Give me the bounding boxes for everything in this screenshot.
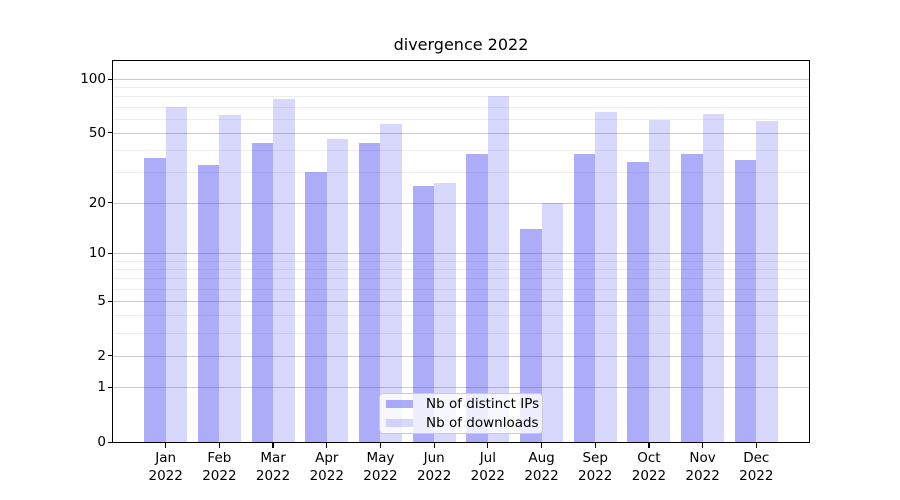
y-major-gridline — [113, 301, 809, 303]
bar-nb-of-distinct-ips-jan — [144, 157, 166, 442]
y-tick — [108, 252, 112, 255]
y-tick — [108, 300, 112, 302]
legend-item-distinct-ips: Nb of distinct IPs — [380, 396, 542, 412]
x-tick-label: Sep 2022 — [578, 450, 613, 484]
bar-nb-of-distinct-ips-oct — [627, 162, 649, 442]
x-tick-label: May 2022 — [363, 450, 398, 484]
y-major-gridline — [113, 387, 809, 389]
bar-nb-of-distinct-ips-apr — [305, 171, 327, 442]
y-tick-label: 50 — [88, 124, 106, 141]
bar-nb-of-distinct-ips-may — [358, 142, 381, 442]
legend-label-distinct-ips: Nb of distinct IPs — [426, 396, 540, 413]
y-tick — [108, 441, 112, 443]
x-tick-label: Apr 2022 — [309, 450, 344, 484]
y-minor-gridline — [113, 288, 809, 290]
y-minor-gridline — [113, 332, 809, 334]
y-minor-gridline — [113, 149, 809, 151]
bar-nb-of-distinct-ips-feb — [197, 164, 220, 442]
y-tick-label: 10 — [88, 245, 106, 262]
y-minor-gridline — [113, 106, 809, 108]
x-tick — [165, 443, 167, 448]
bar-nb-of-distinct-ips-sep — [573, 153, 596, 442]
x-tick-label: Aug 2022 — [524, 450, 559, 484]
y-major-gridline — [113, 79, 809, 81]
x-tick — [379, 443, 382, 448]
x-tick — [702, 443, 704, 448]
y-minor-gridline — [113, 96, 809, 98]
x-tick — [218, 443, 220, 448]
bar-nb-of-distinct-ips-aug — [520, 229, 542, 442]
y-minor-gridline — [113, 260, 809, 262]
x-tick — [487, 443, 489, 448]
legend-item-downloads: Nb of downloads — [380, 415, 542, 431]
bar-nb-of-distinct-ips-jul — [466, 153, 488, 442]
bar-nb-of-downloads-sep — [595, 112, 617, 442]
plot-area — [112, 60, 810, 443]
x-tick — [540, 443, 543, 448]
y-major-gridline — [113, 355, 809, 357]
y-minor-gridline — [113, 269, 809, 271]
y-major-gridline — [113, 132, 809, 134]
legend: Nb of distinct IPs Nb of downloads — [379, 393, 543, 434]
y-tick — [108, 202, 112, 204]
y-minor-gridline — [113, 315, 809, 317]
legend-swatch-downloads — [386, 418, 413, 427]
x-tick — [755, 443, 757, 448]
x-tick-label: Jul 2022 — [470, 450, 506, 484]
x-tick — [594, 443, 596, 448]
y-tick-label: 5 — [97, 293, 106, 310]
y-tick — [108, 355, 112, 357]
bar-nb-of-distinct-ips-mar — [251, 142, 274, 442]
x-tick-label: Dec 2022 — [739, 450, 774, 484]
bar-nb-of-distinct-ips-jun — [412, 185, 435, 442]
bar-nb-of-downloads-jun — [434, 182, 456, 442]
y-tick-label: 1 — [97, 379, 106, 396]
x-tick — [648, 443, 650, 448]
y-tick-label: 100 — [80, 71, 106, 88]
y-tick — [108, 78, 112, 80]
legend-swatch-distinct-ips — [386, 400, 413, 409]
bar-nb-of-distinct-ips-dec — [734, 160, 757, 442]
x-tick — [326, 443, 328, 448]
bar-nb-of-downloads-may — [380, 124, 402, 442]
bar-nb-of-downloads-mar — [273, 99, 295, 442]
bar-nb-of-downloads-feb — [219, 114, 241, 442]
x-tick-label: Mar 2022 — [255, 450, 291, 484]
y-tick-label: 0 — [97, 434, 106, 450]
x-tick-label: Jan 2022 — [148, 450, 183, 484]
bar-nb-of-downloads-nov — [702, 113, 725, 442]
legend-label-downloads: Nb of downloads — [426, 414, 539, 431]
x-tick-label: Jun 2022 — [416, 450, 452, 484]
y-minor-gridline — [113, 278, 809, 280]
bar-nb-of-downloads-dec — [756, 121, 778, 442]
x-tick-label: Oct 2022 — [631, 450, 667, 484]
bar-nb-of-distinct-ips-nov — [681, 153, 703, 442]
y-tick — [108, 386, 112, 389]
y-minor-gridline — [113, 171, 809, 173]
y-major-gridline — [113, 202, 809, 204]
x-tick-label: Feb 2022 — [202, 450, 237, 484]
y-minor-gridline — [113, 118, 809, 120]
bar-nb-of-downloads-jan — [165, 106, 188, 442]
bar-nb-of-downloads-jul — [487, 96, 510, 442]
bar-nb-of-downloads-aug — [541, 202, 564, 442]
y-tick-label: 2 — [97, 347, 106, 364]
bar-nb-of-downloads-apr — [326, 139, 349, 442]
x-tick — [433, 443, 435, 448]
x-tick-label: Nov 2022 — [685, 450, 720, 484]
y-major-gridline — [113, 253, 809, 255]
y-tick — [108, 132, 112, 134]
bar-nb-of-downloads-oct — [648, 119, 671, 442]
y-tick-label: 20 — [88, 194, 106, 211]
x-tick — [272, 443, 274, 448]
chart-title: divergence 2022 — [393, 35, 529, 54]
y-minor-gridline — [113, 87, 809, 89]
